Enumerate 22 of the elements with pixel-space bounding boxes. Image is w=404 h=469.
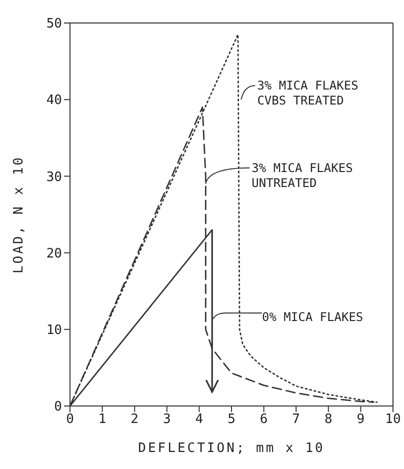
x-tick-label: 9 (356, 412, 365, 428)
annotation: 0% MICA FLAKES (262, 310, 364, 324)
x-tick-label: 8 (324, 412, 332, 428)
annotation: 3% MICA FLAKES CVBS TREATED (257, 78, 358, 108)
y-tick-label: 20 (46, 246, 62, 262)
y-tick-label: 0 (54, 400, 62, 415)
x-tick-label: 1 (98, 412, 106, 428)
x-tick-label: 2 (130, 412, 139, 428)
y-tick-label: 50 (46, 16, 62, 32)
y-tick-label: 40 (46, 93, 62, 108)
x-tick-label: 6 (260, 412, 268, 428)
x-tick-label: 0 (66, 412, 74, 428)
x-tick-label: 10 (385, 412, 401, 428)
y-tick-label: 30 (46, 170, 62, 185)
x-tick-label: 5 (228, 412, 236, 428)
y-axis-title: LOAD, N x 10 (12, 156, 27, 274)
x-axis-title: DEFLECTION; mm x 10 (138, 441, 325, 456)
y-tick-label: 10 (46, 323, 62, 338)
x-tick-label: 3 (162, 412, 171, 428)
x-tick-label: 7 (292, 412, 300, 428)
annotation: 3% MICA FLAKES UNTREATED (252, 160, 353, 190)
x-tick-label: 4 (195, 412, 204, 428)
